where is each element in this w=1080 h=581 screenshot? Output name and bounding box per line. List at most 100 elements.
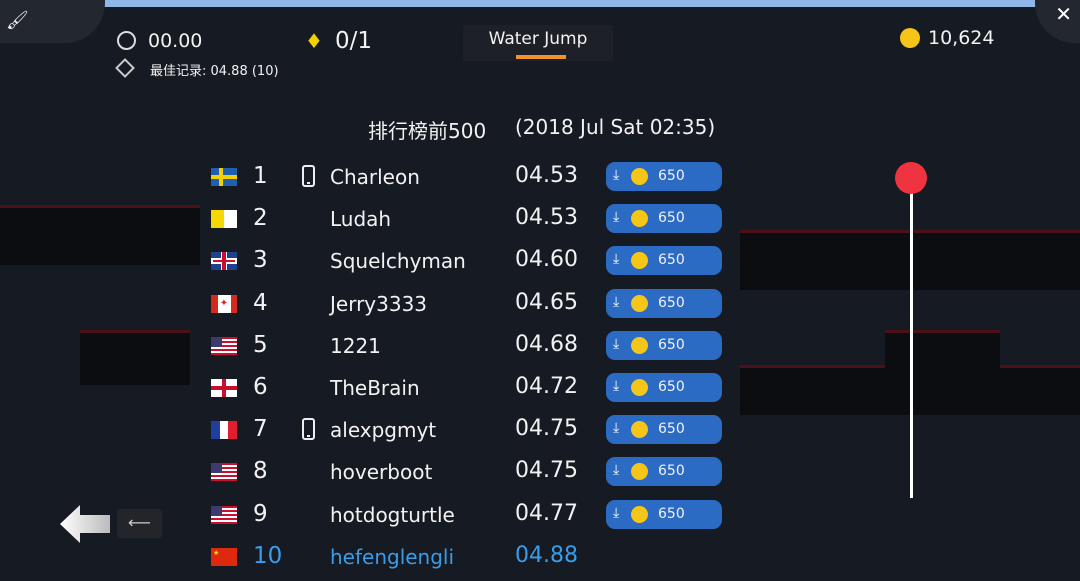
rank: 3 [253, 247, 268, 274]
replay-cost: 650 [658, 168, 685, 184]
download-replay-button[interactable]: ⤓ 650 [606, 246, 722, 276]
brush-icon[interactable]: 🖌 [6, 10, 29, 31]
coin-icon [631, 505, 648, 523]
player-name[interactable]: Ludah [330, 207, 392, 232]
download-replay-button[interactable]: ⤓ 650 [606, 499, 722, 529]
left-arrow-icon [60, 505, 110, 543]
leaderboard-row: ★ 10 hefenglengli 04.88 [0, 539, 1080, 581]
replay-cost: 650 [658, 252, 685, 269]
flag-france-icon [211, 421, 237, 440]
clock-icon [117, 31, 136, 50]
download-icon: ⤓ [613, 209, 620, 226]
replay-cost: 650 [658, 421, 685, 438]
download-icon: ⤓ [613, 420, 620, 437]
player-name[interactable]: Charleon [330, 165, 420, 189]
player-name[interactable]: hoverboot [330, 460, 433, 485]
player-name[interactable]: alexpgmyt [330, 418, 437, 443]
flag-vatican-icon [211, 210, 237, 229]
record-time: 04.77 [515, 500, 578, 526]
rank: 4 [253, 289, 268, 316]
rank: 1 [253, 163, 268, 189]
player-name[interactable]: hotdogturtle [330, 502, 455, 527]
player-name[interactable]: TheBrain [330, 376, 420, 400]
player-name[interactable]: 1221 [330, 333, 381, 358]
coin-icon [631, 421, 648, 439]
leaderboard-row: ✦ 4 Jerry3333 04.65 ⤓ 650 [0, 286, 1080, 328]
download-icon: ⤓ [613, 462, 620, 479]
replay-cost: 650 [658, 294, 685, 311]
replay-cost: 650 [658, 463, 685, 480]
scrollbar-knob[interactable] [895, 162, 927, 194]
paint-corner[interactable]: 🖌 [0, 0, 105, 43]
scrollbar-track[interactable] [910, 180, 913, 498]
leaderboard-title: 排行榜前500 [368, 119, 487, 143]
flag-china-icon: ★ [211, 547, 237, 566]
coin-icon [900, 28, 920, 48]
download-icon: ⤓ [613, 167, 620, 183]
download-replay-button[interactable]: ⤓ 650 [606, 415, 722, 445]
rank: 6 [253, 374, 268, 400]
gem-count: 0/1 [334, 28, 372, 54]
coin-icon [631, 463, 648, 481]
record-time: 04.88 [515, 542, 578, 568]
coin-icon [631, 294, 648, 312]
background-platform [80, 330, 190, 385]
coin-counter: 10,624 [900, 27, 994, 49]
coin-icon [631, 379, 648, 396]
replay-cost: 650 [658, 505, 685, 522]
timer-value: 00.00 [148, 30, 203, 52]
flag-usa-icon [211, 505, 237, 524]
left-arrow-key-icon: ⟵ [117, 509, 162, 538]
download-replay-button[interactable]: ⤓ 650 [606, 204, 722, 234]
sky-strip [100, 0, 1050, 7]
download-replay-button[interactable]: ⤓ 650 [606, 373, 722, 402]
flag-england-icon [211, 379, 237, 397]
leaderboard-date: (2018 Jul Sat 02:35) [515, 115, 716, 139]
rank: 9 [253, 500, 268, 527]
background-platform [0, 205, 200, 265]
close-corner[interactable]: ✕ [1035, 0, 1080, 43]
download-icon: ⤓ [613, 378, 620, 394]
record-time: 04.75 [515, 458, 578, 484]
close-icon[interactable]: ✕ [1055, 2, 1072, 26]
leaderboard-row: 3 Squelchyman 04.60 ⤓ 650 [0, 243, 1080, 285]
level-title-tab: Water Jump [463, 25, 613, 61]
rank: 8 [253, 458, 268, 485]
flag-canada-icon: ✦ [211, 294, 237, 313]
player-name[interactable]: Jerry3333 [330, 291, 428, 316]
rank: 10 [253, 542, 283, 569]
download-replay-button[interactable]: ⤓ 650 [606, 330, 722, 360]
flag-sweden-icon [211, 168, 237, 186]
phone-icon [302, 418, 315, 441]
download-icon: ⤓ [613, 335, 620, 352]
download-icon: ⤓ [613, 251, 620, 268]
player-name[interactable]: hefenglengli [330, 544, 455, 569]
record-time: 04.60 [515, 247, 578, 273]
player-name[interactable]: Squelchyman [330, 249, 466, 274]
title-underline [516, 55, 566, 59]
record-time: 04.75 [515, 416, 578, 442]
gem-icon: ♦ [305, 29, 323, 53]
download-replay-button[interactable]: ⤓ 650 [606, 162, 722, 191]
leaderboard-row: 7 alexpgmyt 04.75 ⤓ 650 [0, 412, 1080, 454]
leaderboard-row: 6 TheBrain 04.72 ⤓ 650 [0, 370, 1080, 412]
leaderboard-row: 2 Ludah 04.53 ⤓ 650 [0, 201, 1080, 243]
best-record: 最佳记录: 04.88 (10) [115, 58, 279, 79]
level-title: Water Jump [488, 29, 588, 49]
download-replay-button[interactable]: ⤓ 650 [606, 288, 722, 318]
rank: 2 [253, 205, 268, 232]
coin-icon [631, 252, 648, 270]
leaderboard-row: 9 hotdogturtle 04.77 ⤓ 650 [0, 497, 1080, 539]
download-icon: ⤓ [613, 293, 620, 310]
rank: 7 [253, 416, 268, 443]
leaderboard-row: 8 hoverboot 04.75 ⤓ 650 [0, 454, 1080, 496]
download-icon: ⤓ [613, 504, 620, 521]
record-time: 04.53 [515, 205, 578, 231]
best-record-text: 最佳记录: 04.88 (10) [150, 64, 279, 79]
back-button[interactable] [60, 505, 110, 543]
flag-usa-icon [211, 463, 237, 482]
record-time: 04.65 [515, 289, 578, 315]
coin-icon [631, 210, 648, 228]
flag-usa-icon [211, 336, 237, 355]
download-replay-button[interactable]: ⤓ 650 [606, 457, 722, 487]
